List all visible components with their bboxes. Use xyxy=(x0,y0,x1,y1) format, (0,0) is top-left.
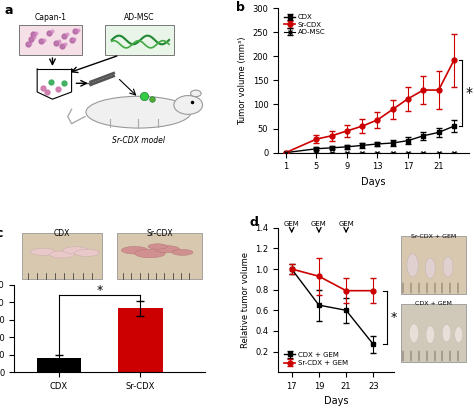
Text: GEM: GEM xyxy=(338,221,354,227)
Circle shape xyxy=(63,247,88,254)
Text: *: * xyxy=(465,86,473,100)
Circle shape xyxy=(407,254,418,277)
Bar xyxy=(36,357,82,372)
Text: b: b xyxy=(236,1,245,14)
Text: Sr-CDX: Sr-CDX xyxy=(146,229,173,238)
Circle shape xyxy=(135,249,165,258)
Circle shape xyxy=(426,326,435,343)
Text: *: * xyxy=(97,283,103,297)
Circle shape xyxy=(50,251,74,258)
Legend: CDX + GEM, Sr-CDX + GEM: CDX + GEM, Sr-CDX + GEM xyxy=(282,349,350,369)
Text: CDX + GEM: CDX + GEM xyxy=(415,301,452,306)
Circle shape xyxy=(455,327,463,343)
Text: c: c xyxy=(0,227,2,240)
Circle shape xyxy=(74,249,99,256)
Circle shape xyxy=(155,246,180,253)
FancyBboxPatch shape xyxy=(19,25,82,55)
Circle shape xyxy=(443,256,453,277)
Text: Sr-CDX + GEM: Sr-CDX + GEM xyxy=(411,234,456,238)
Y-axis label: Relative tumor volume: Relative tumor volume xyxy=(240,252,249,348)
Text: a: a xyxy=(5,4,13,17)
Circle shape xyxy=(410,324,419,343)
Text: CDX: CDX xyxy=(54,229,70,238)
Y-axis label: Tumor volume (mm³): Tumor volume (mm³) xyxy=(238,36,247,125)
Circle shape xyxy=(121,247,148,254)
Legend: CDX, Sr-CDX, AD-MSC: CDX, Sr-CDX, AD-MSC xyxy=(282,11,328,38)
X-axis label: Days: Days xyxy=(361,177,386,187)
FancyBboxPatch shape xyxy=(105,25,174,55)
Text: GEM: GEM xyxy=(284,221,300,227)
Ellipse shape xyxy=(86,96,191,128)
FancyBboxPatch shape xyxy=(401,304,466,362)
Text: AD-MSC: AD-MSC xyxy=(124,13,155,22)
Text: Capan-1: Capan-1 xyxy=(35,13,66,22)
FancyBboxPatch shape xyxy=(22,233,102,279)
X-axis label: Days: Days xyxy=(324,396,348,407)
Circle shape xyxy=(30,248,55,255)
Circle shape xyxy=(148,244,167,249)
Circle shape xyxy=(442,324,451,342)
FancyBboxPatch shape xyxy=(401,236,466,294)
Circle shape xyxy=(425,258,435,278)
Text: d: d xyxy=(249,216,258,229)
Circle shape xyxy=(172,249,193,255)
FancyBboxPatch shape xyxy=(118,233,201,279)
Ellipse shape xyxy=(174,96,202,115)
Text: *: * xyxy=(391,311,397,324)
Ellipse shape xyxy=(191,90,201,97)
Bar xyxy=(118,308,163,372)
Text: Sr-CDX model: Sr-CDX model xyxy=(112,137,165,146)
Text: GEM: GEM xyxy=(311,221,327,227)
